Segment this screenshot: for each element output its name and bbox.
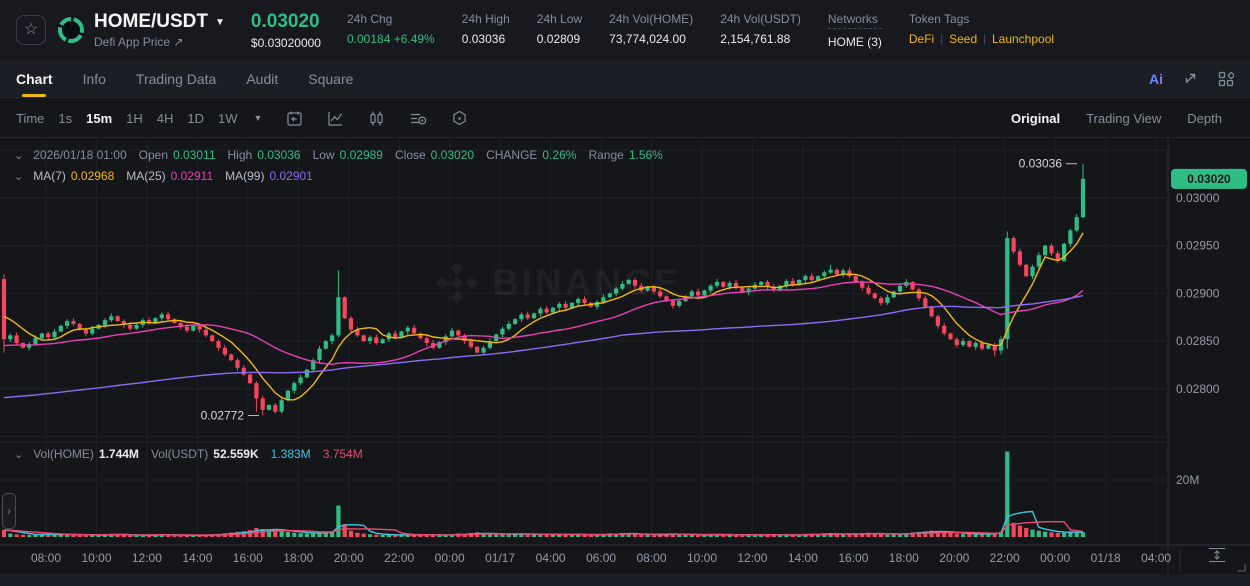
- indicator-settings-icon[interactable]: [409, 110, 427, 127]
- last-price: 0.03020: [250, 10, 320, 32]
- stat-token-tags: Token Tags DeFi | Seed | Launchpool: [908, 11, 1055, 46]
- interval-1h[interactable]: 1H: [126, 110, 143, 126]
- collapse-volume-chevron[interactable]: ⌄: [14, 448, 24, 461]
- time-axis-label: 01/18: [1091, 551, 1121, 565]
- stat-24h-low: 24h Low 0.02809: [536, 11, 583, 46]
- time-axis-label: 12:00: [132, 551, 162, 565]
- svg-text:0.03020: 0.03020: [1187, 172, 1231, 186]
- jump-to-date-icon[interactable]: [286, 110, 303, 127]
- external-link-icon: ↗: [173, 35, 184, 49]
- star-icon: ☆: [23, 21, 39, 38]
- vol-ma5-value: 1.383M: [270, 447, 311, 461]
- collapse-ma-chevron[interactable]: ⌄: [14, 170, 24, 183]
- time-axis-label: 00:00: [1040, 551, 1070, 565]
- ohlc-legend: ⌄ 2026/01/18 01:00 Open 0.03011 High 0.030…: [14, 148, 663, 162]
- chart-style-icon[interactable]: [327, 110, 344, 127]
- favorite-button[interactable]: ☆: [16, 15, 46, 45]
- low-annotation: 0.02772: [201, 409, 245, 423]
- collapse-ohlc-chevron[interactable]: ⌄: [14, 149, 24, 162]
- tab-audit[interactable]: Audit: [246, 70, 279, 87]
- volume-legend: ⌄ Vol(HOME) 1.744M Vol(USDT) 52.559K 1.383…: [14, 447, 363, 461]
- view-trading-view[interactable]: Trading View: [1086, 110, 1162, 126]
- last-price-usd: $0.03020000: [250, 35, 321, 50]
- high-annotation: 0.03036: [1019, 157, 1063, 171]
- vol-ma10-value: 3.754M: [322, 447, 363, 461]
- time-axis-label: 12:00: [737, 551, 767, 565]
- stat-24h-high: 24h High 0.03036: [461, 11, 510, 46]
- price-axis-label: 0.02850: [1176, 334, 1220, 348]
- chart-settings-icon[interactable]: [451, 110, 468, 127]
- interval-1s[interactable]: 1s: [58, 110, 73, 126]
- time-axis-label: 16:00: [838, 551, 868, 565]
- time-axis-label: 14:00: [182, 551, 212, 565]
- chart-region: BINANCE 0.030000.029500.029000.028500.02…: [0, 138, 1250, 586]
- fullscreen-icon[interactable]: [1183, 71, 1198, 86]
- tab-chart[interactable]: Chart: [16, 60, 53, 97]
- time-axis-label: 08:00: [31, 551, 61, 565]
- page-tabs: Chart Info Trading Data Audit Square Ai: [0, 60, 1250, 98]
- price-axis-label: 0.03000: [1176, 191, 1220, 205]
- chevron-right-icon: ›: [7, 505, 11, 517]
- interval-15m[interactable]: 15m: [86, 110, 113, 126]
- view-original[interactable]: Original: [1011, 110, 1061, 126]
- more-intervals-caret[interactable]: ▼: [253, 113, 263, 123]
- time-axis-label: 04:00: [1141, 551, 1171, 565]
- stat-24h-vol-usdt: 24h Vol(USDT) 2,154,761.88: [720, 11, 801, 46]
- time-axis-label: 10:00: [81, 551, 111, 565]
- time-axis-label: 10:00: [687, 551, 717, 565]
- view-depth[interactable]: Depth: [1187, 110, 1222, 126]
- tab-info[interactable]: Info: [82, 70, 106, 87]
- auto-scale-icon: [1209, 548, 1225, 562]
- price-source-link[interactable]: Defi App Price ↗: [94, 35, 184, 49]
- time-axis-label: 22:00: [384, 551, 414, 565]
- price-axis-label: 0.02900: [1176, 286, 1220, 300]
- stat-24h-chg: 24h Chg 0.00184 +6.49%: [346, 11, 435, 46]
- time-axis-label: 18:00: [889, 551, 919, 565]
- price-volume-chart[interactable]: 0.03000 0.02950 0.02900 0.02850 0.02800 20M 08…: [0, 138, 1250, 586]
- time-axis-label: 00:00: [435, 551, 465, 565]
- pair-header: ☆ HOME/USDT ▼ Defi App Price ↗ 0.03020 $…: [0, 0, 1250, 60]
- ma-legend: ⌄ MA(7) 0.02968 MA(25) 0.02911 MA(99) 0.029…: [14, 169, 313, 183]
- tag-seed[interactable]: Seed: [949, 31, 978, 46]
- layout-grid-icon[interactable]: [1218, 71, 1234, 87]
- candlestick-icon[interactable]: [368, 110, 385, 127]
- time-axis-label: 08:00: [636, 551, 666, 565]
- last-price-badge: 0.03020: [1171, 168, 1247, 189]
- stat-24h-vol-home: 24h Vol(HOME) 73,774,024.00: [609, 11, 694, 46]
- home-token-logo: [56, 15, 86, 45]
- time-axis-label: 18:00: [283, 551, 313, 565]
- chevron-down-icon: ▼: [215, 16, 225, 28]
- interval-1w[interactable]: 1W: [218, 110, 238, 126]
- time-axis-label: 04:00: [536, 551, 566, 565]
- window-bottom-strip: [0, 574, 1250, 586]
- time-axis-label: 14:00: [788, 551, 818, 565]
- pair-name: HOME/USDT: [94, 11, 208, 32]
- time-axis-label: 22:00: [990, 551, 1020, 565]
- candle-datetime: 2026/01/18 01:00: [33, 148, 127, 162]
- time-axis-label: 20:00: [939, 551, 969, 565]
- resize-corner-icon: [1238, 564, 1246, 572]
- price-axis-label: 0.02800: [1176, 382, 1220, 396]
- tab-square[interactable]: Square: [308, 70, 354, 87]
- tag-launchpool[interactable]: Launchpool: [991, 31, 1055, 46]
- tab-trading-data[interactable]: Trading Data: [135, 70, 217, 87]
- ai-analysis-icon[interactable]: Ai: [1149, 70, 1163, 87]
- time-axis-label: 20:00: [334, 551, 364, 565]
- time-axis-label: 16:00: [233, 551, 263, 565]
- volume-axis-label: 20M: [1176, 473, 1199, 487]
- time-axis-label: 06:00: [586, 551, 616, 565]
- price-axis-label: 0.02950: [1176, 239, 1220, 253]
- interval-1d[interactable]: 1D: [187, 110, 205, 126]
- chart-toolbar: Time 1s 15m 1H 4H 1D 1W ▼: [0, 99, 1250, 138]
- interval-4h[interactable]: 4H: [156, 110, 174, 126]
- time-label: Time: [16, 110, 45, 126]
- stat-networks: Networks HOME (3): [827, 11, 882, 49]
- expand-panel-button[interactable]: ›: [2, 493, 16, 529]
- time-axis-label: 01/17: [485, 551, 515, 565]
- networks-label[interactable]: Networks: [827, 12, 882, 29]
- tag-defi[interactable]: DeFi: [908, 31, 935, 46]
- pair-selector[interactable]: HOME/USDT ▼: [94, 11, 225, 33]
